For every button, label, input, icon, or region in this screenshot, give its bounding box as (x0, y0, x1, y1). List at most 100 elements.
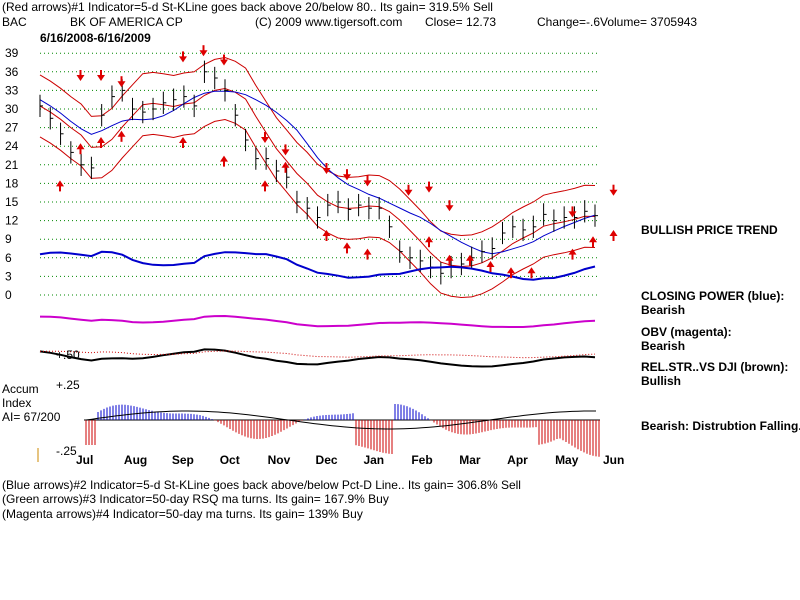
bollinger-bands (39, 56, 596, 299)
month-axis-labels: Jul Aug Sep Oct Nov Dec Jan Feb Mar Apr May Jun (76, 453, 624, 467)
y-tick-label: 18 (5, 176, 19, 190)
buy-arrow (425, 236, 433, 243)
buy-arrow (343, 242, 351, 249)
buy-arrow (609, 230, 618, 236)
buy-arrow (363, 248, 372, 255)
accum-label: Accum (2, 382, 39, 396)
accum-ma-line (85, 410, 596, 430)
month-label: Dec (316, 453, 338, 467)
sell-arrow (281, 149, 290, 156)
date-range: 6/16/2008-6/16/2009 (40, 31, 151, 45)
y-tick-label: 30 (5, 102, 19, 116)
accum-index-histogram (37, 403, 600, 462)
y-tick-label: 9 (5, 232, 12, 246)
volume: Volume= 3705943 (600, 15, 698, 29)
buy-arrow (117, 130, 126, 137)
accum-tick-bottom: -.25 (56, 444, 77, 458)
closing-power-value: Bearish (641, 303, 686, 317)
buy-arrow (179, 137, 187, 143)
buy-arrow (281, 161, 290, 168)
relstr-tick: +.50 (56, 348, 80, 362)
y-tick-label: 36 (5, 65, 19, 79)
obv-value: Bearish (641, 339, 686, 353)
sell-arrow (220, 59, 228, 66)
sell-arrow (609, 189, 618, 196)
month-label: Jul (76, 453, 93, 467)
relstr-ma-line (39, 350, 596, 359)
indicator-4-caption: (Magenta arrows)#4 Indicator=50-day ma t… (2, 507, 363, 521)
month-label: Oct (220, 453, 240, 467)
month-label: Apr (507, 453, 528, 467)
price-change: Change=-.6 (537, 15, 601, 29)
sell-arrow (343, 174, 351, 181)
month-label: Jun (603, 453, 624, 467)
buy-arrow (507, 267, 515, 274)
indicator-3-caption: (Green arrows)#3 Indicator=50-day RSQ ma… (2, 492, 389, 506)
y-tick-label: 27 (5, 121, 19, 135)
buy-arrow (56, 180, 64, 187)
y-tick-label: 12 (5, 214, 19, 228)
y-tick-label: 3 (5, 269, 12, 283)
buy-arrow (445, 254, 454, 261)
ai-value: AI= 67/200 (2, 410, 61, 424)
indicator-1-caption: (Red arrows)#1 Indicator=5-d St-KLine go… (2, 0, 493, 14)
sell-arrow (179, 56, 187, 63)
sell-arrow (445, 205, 454, 212)
y-tick-label: 33 (5, 83, 19, 97)
y-tick-label: 24 (5, 139, 19, 153)
buy-arrow (261, 180, 269, 187)
index-label: Index (2, 396, 32, 410)
company-name: BK OF AMERICA CP (70, 15, 183, 29)
month-label: Feb (411, 453, 432, 467)
buy-arrow (76, 143, 85, 150)
sell-arrow (404, 189, 413, 196)
sell-arrow (261, 137, 269, 143)
sell-arrow (568, 211, 577, 218)
price-trend-status: BULLISH PRICE TREND (641, 223, 778, 237)
closing-power-label: CLOSING POWER (blue): (641, 289, 785, 303)
buy-arrow (466, 254, 474, 261)
y-tick-label: 6 (5, 251, 12, 265)
month-label: Mar (459, 453, 481, 467)
obv-label: OBV (magenta): (641, 325, 732, 339)
buy-arrow (97, 137, 105, 143)
price-bars (39, 60, 598, 285)
indicator-lines (39, 250, 596, 368)
relstr-label: REL.STR..VS DJI (brown): (641, 360, 789, 374)
moving-average (39, 90, 596, 255)
buy-arrow (589, 236, 597, 243)
month-label: Sep (172, 453, 194, 467)
month-label: May (555, 453, 579, 467)
sell-arrow (117, 81, 126, 88)
buy-arrow (486, 261, 495, 267)
obv-line (39, 314, 596, 328)
accum-tick-top: +.25 (56, 378, 80, 392)
y-tick-label: 0 (5, 288, 12, 302)
month-label: Nov (268, 453, 291, 467)
y-tick-label: 39 (5, 46, 19, 60)
sell-arrow (363, 180, 372, 187)
upper-band (39, 56, 596, 237)
signal-arrows (56, 45, 618, 279)
buy-arrow (322, 230, 331, 236)
sell-arrow (425, 186, 433, 193)
gridlines (40, 52, 600, 296)
sell-arrow (97, 75, 105, 81)
sell-arrow (76, 75, 85, 81)
relstr-value: Bullish (641, 374, 682, 388)
month-label: Jan (363, 453, 384, 467)
sell-arrow (199, 50, 208, 57)
closing-power-line (39, 250, 596, 281)
copyright: (C) 2009 www.tigersoft.com (255, 15, 403, 29)
buy-arrow (527, 267, 536, 274)
close-price: Close= 12.73 (425, 15, 497, 29)
middle-band (39, 87, 596, 268)
ticker-symbol: BAC (2, 15, 27, 29)
relstr-line (39, 348, 596, 368)
month-label: Aug (124, 453, 147, 467)
buy-arrow (220, 155, 228, 162)
indicator-2-caption: (Blue arrows)#2 Indicator=5-d St-KLine g… (2, 478, 521, 492)
y-tick-label: 15 (5, 195, 19, 209)
